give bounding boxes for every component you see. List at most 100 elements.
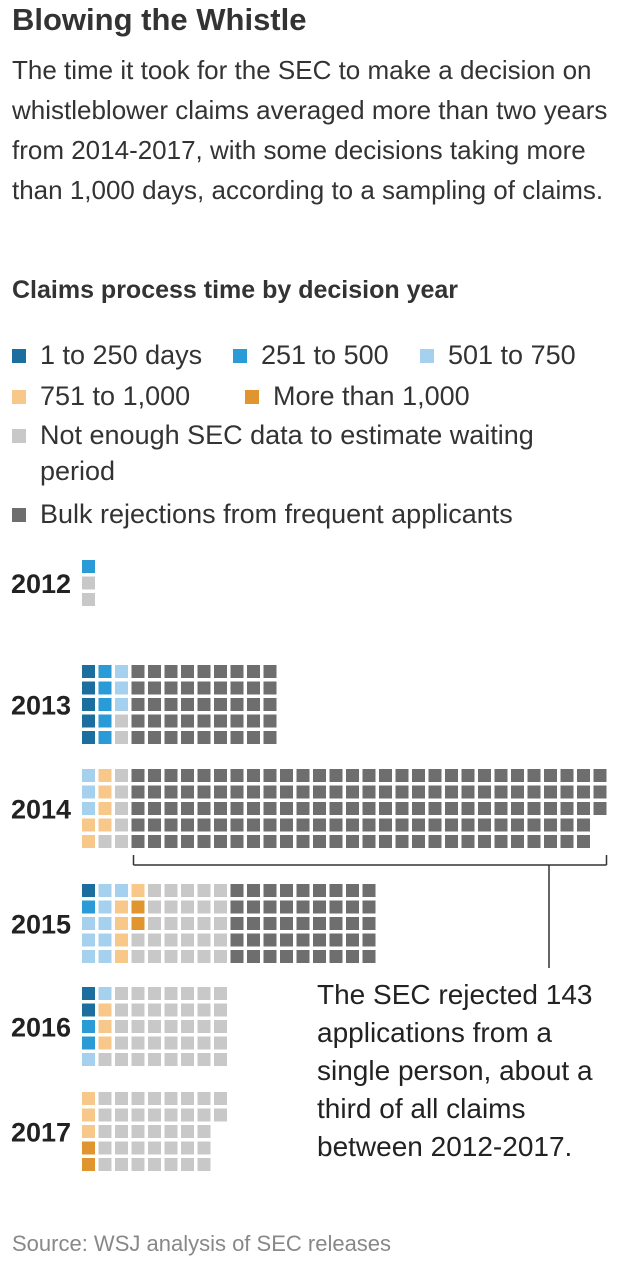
waffle-square-2014-c4 xyxy=(98,769,112,782)
waffle-square-2016-c3 xyxy=(82,1053,95,1066)
waffle-square-2015-c7 xyxy=(263,884,277,897)
waffle-square-2017-c6 xyxy=(115,1141,128,1155)
waffle-square-2016-c6 xyxy=(115,1003,128,1017)
waffle-square-2013-c7 xyxy=(214,714,227,728)
waffle-square-2015-c7 xyxy=(362,900,376,914)
waffle-square-2014-c7 xyxy=(148,802,161,815)
waffle-square-2014-c7 xyxy=(313,818,326,832)
waffle-square-2017-c6 xyxy=(148,1141,161,1155)
waffle-square-2016-c6 xyxy=(115,1020,128,1033)
waffle-square-2013-c2 xyxy=(98,714,112,728)
waffle-square-2015-c7 xyxy=(362,884,376,897)
waffle-square-2015-c5 xyxy=(131,900,145,914)
waffle-square-2016-c6 xyxy=(131,1003,145,1017)
waffle-square-2014-c7 xyxy=(412,818,425,832)
waffle-square-2013-c7 xyxy=(247,681,260,695)
waffle-square-2014-c7 xyxy=(560,818,574,832)
waffle-square-2014-c7 xyxy=(494,818,508,832)
waffle-square-2014-c7 xyxy=(577,802,590,815)
waffle-square-2015-c7 xyxy=(296,950,310,963)
waffle-square-2013-c7 xyxy=(214,698,227,711)
waffle-square-2014-c7 xyxy=(494,785,508,799)
waffle-square-2013-c7 xyxy=(164,714,178,728)
waffle-square-2014-c7 xyxy=(230,769,244,782)
waffle-square-2016-c6 xyxy=(131,1020,145,1033)
waffle-square-2014-c7 xyxy=(445,769,458,782)
waffle-square-2016-c6 xyxy=(181,987,194,1000)
waffle-square-2012-c6 xyxy=(82,576,95,590)
waffle-square-2015-c7 xyxy=(280,917,293,930)
waffle-square-2014-c7 xyxy=(412,835,425,848)
waffle-square-2014-c7 xyxy=(428,769,442,782)
waffle-square-2015-c6 xyxy=(214,900,227,914)
waffle-square-2016-c6 xyxy=(214,987,227,1000)
chart-title: Blowing the Whistle xyxy=(12,2,307,37)
waffle-square-2014-c7 xyxy=(544,769,557,782)
waffle-square-2013-c3 xyxy=(115,681,128,695)
waffle-square-2014-c7 xyxy=(461,785,475,799)
waffle-square-2013-c7 xyxy=(131,698,145,711)
waffle-square-2016-c6 xyxy=(181,1053,194,1066)
waffle-square-2014-c7 xyxy=(395,785,409,799)
waffle-square-2014-c7 xyxy=(230,818,244,832)
waffle-square-2014-c7 xyxy=(197,785,211,799)
waffle-square-2014-c7 xyxy=(461,835,475,848)
waffle-square-2014-c7 xyxy=(379,835,392,848)
waffle-square-2014-c7 xyxy=(362,769,376,782)
waffle-square-2014-c7 xyxy=(247,769,260,782)
waffle-square-2017-c6 xyxy=(164,1141,178,1155)
year-label-2012: 2012 xyxy=(11,569,71,599)
waffle-square-2014-c7 xyxy=(478,802,491,815)
waffle-square-2014-c6 xyxy=(115,785,128,799)
waffle-square-2014-c7 xyxy=(395,769,409,782)
waffle-square-2015-c4 xyxy=(115,950,128,963)
year-label-2014: 2014 xyxy=(11,795,71,825)
waffle-square-2015-c6 xyxy=(197,900,211,914)
waffle-square-2014-c7 xyxy=(412,769,425,782)
waffle-square-2013-c7 xyxy=(247,714,260,728)
waffle-square-2015-c7 xyxy=(346,900,359,914)
waffle-square-2014-c7 xyxy=(263,785,277,799)
waffle-square-2013-c7 xyxy=(263,714,277,728)
waffle-square-2016-c6 xyxy=(214,1020,227,1033)
waffle-square-2015-c6 xyxy=(131,950,145,963)
waffle-square-2014-c7 xyxy=(230,785,244,799)
waffle-square-2015-c2 xyxy=(82,900,95,914)
waffle-square-2014-c7 xyxy=(164,769,178,782)
waffle-square-2014-c7 xyxy=(560,835,574,848)
waffle-square-2014-c7 xyxy=(395,818,409,832)
waffle-square-2014-c7 xyxy=(296,835,310,848)
waffle-square-2014-c7 xyxy=(379,802,392,815)
waffle-square-2017-c6 xyxy=(131,1092,145,1105)
waffle-square-2014-c7 xyxy=(280,769,293,782)
waffle-square-2014-c7 xyxy=(164,835,178,848)
waffle-square-2014-c7 xyxy=(247,835,260,848)
waffle-square-2016-c6 xyxy=(214,1036,227,1050)
waffle-square-2014-c7 xyxy=(362,818,376,832)
waffle-square-2015-c6 xyxy=(164,900,178,914)
waffle-square-2012-c6 xyxy=(82,593,95,606)
waffle-square-2016-c6 xyxy=(181,1003,194,1017)
waffle-square-2014-c7 xyxy=(131,835,145,848)
waffle-square-2016-c6 xyxy=(214,1003,227,1017)
waffle-square-2016-c6 xyxy=(148,987,161,1000)
waffle-square-2014-c7 xyxy=(478,769,491,782)
waffle-square-2015-c6 xyxy=(197,884,211,897)
waffle-square-2015-c3 xyxy=(98,933,112,947)
waffle-square-2015-c6 xyxy=(148,900,161,914)
waffle-square-2017-c6 xyxy=(131,1141,145,1155)
waffle-square-2014-c7 xyxy=(593,769,607,782)
waffle-square-2014-c7 xyxy=(461,769,475,782)
waffle-square-2015-c7 xyxy=(329,933,343,947)
waffle-square-2014-c7 xyxy=(412,802,425,815)
waffle-square-2015-c7 xyxy=(296,900,310,914)
waffle-square-2014-c7 xyxy=(181,818,194,832)
waffle-square-2014-c7 xyxy=(494,802,508,815)
waffle-square-2014-c3 xyxy=(82,802,95,815)
waffle-square-2015-c7 xyxy=(313,933,326,947)
waffle-square-2014-c6 xyxy=(115,818,128,832)
waffle-square-2014-c7 xyxy=(346,802,359,815)
waffle-square-2014-c7 xyxy=(247,818,260,832)
waffle-square-2016-c6 xyxy=(164,987,178,1000)
